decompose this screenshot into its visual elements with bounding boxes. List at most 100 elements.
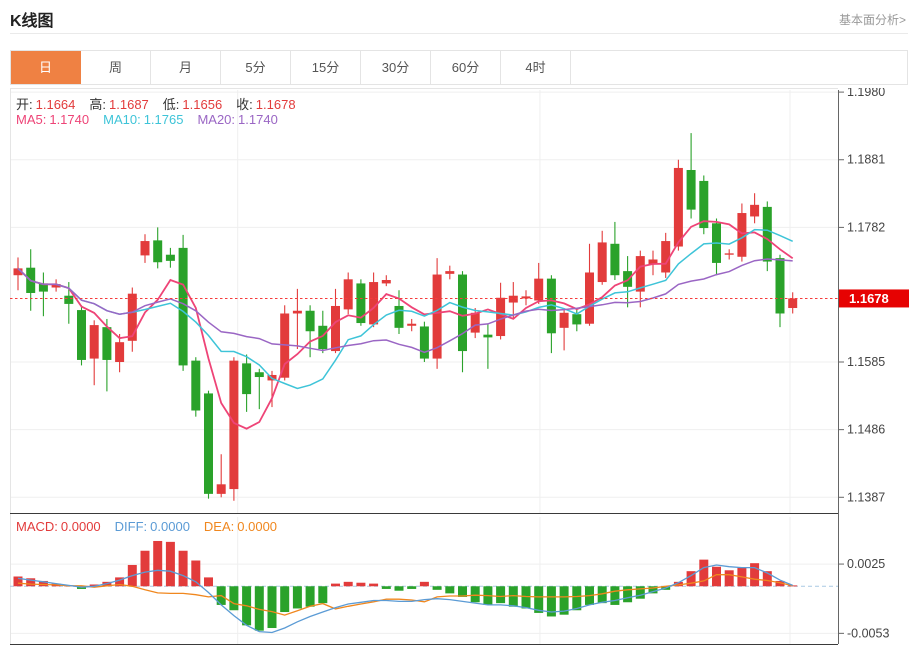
candle [140,234,150,263]
tab-5min[interactable]: 5分 [221,51,291,84]
candle [648,250,658,276]
macd-bar [546,586,556,617]
macd-bar [407,586,417,589]
gridlines [10,90,838,644]
candle [77,305,86,366]
macd-tick-label: -0.0053 [847,626,889,640]
candle [242,354,252,412]
page-header: K线图 基本面分析> [10,0,908,34]
macd-bar [635,586,645,599]
macd-bar [280,586,290,613]
candle [762,201,772,272]
candle [127,287,137,352]
tab-day[interactable]: 日 [11,51,81,84]
macd-bar [432,586,442,590]
candle [318,310,328,354]
candle [381,275,391,287]
price-tick-label: 1.1881 [847,153,885,167]
tab-4hour[interactable]: 4时 [501,51,571,84]
price-axis: 1.1980 1.1881 1.1782 1.1585 1.1486 1.1387 0.00… [838,88,889,644]
tab-week[interactable]: 周 [81,51,151,84]
macd-bar [153,540,163,587]
ma10-line [17,228,794,390]
candle [661,232,671,278]
macd-histogram [13,540,798,631]
candle [13,257,23,291]
tab-month[interactable]: 月 [151,51,221,84]
candle [559,309,569,351]
macd-bar [750,563,760,587]
tab-15min[interactable]: 15分 [291,51,361,84]
macd-bar [38,580,48,587]
candle [153,227,163,269]
macd-bar [788,585,798,587]
panel-borders [10,88,838,645]
candle [280,305,290,381]
macd-bar [673,581,683,587]
macd-bar [26,578,36,587]
macd-bar [508,586,518,607]
candle [38,272,48,317]
macd-bar [699,559,709,587]
macd-bar [369,583,379,587]
candle [597,230,607,285]
price-tick-label: 1.1486 [847,423,885,437]
macd-bar [470,586,480,603]
macd-bar [13,576,23,587]
candle [229,357,239,501]
tab-60min[interactable]: 60分 [431,51,501,84]
macd-bar [623,586,633,603]
candle [369,272,379,328]
candle [419,321,429,362]
macd-bar [204,577,213,587]
candle [750,193,760,224]
macd-bar [140,550,150,587]
macd-bar [305,586,315,607]
candle [394,290,404,334]
fundamental-analysis-link[interactable]: 基本面分析> [838,13,906,27]
kline-chart-svg[interactable]: 1.1980 1.1881 1.1782 1.1585 1.1486 1.1387 0.00… [10,88,910,645]
current-price-badge: 1.1678 [839,289,909,308]
macd-bar [343,581,353,587]
candle [699,175,709,235]
candle [483,324,493,369]
candle [178,234,188,371]
macd-bar [762,571,772,587]
price-tick-label: 1.1387 [847,490,885,504]
ma5-line [17,220,794,430]
macd-bar [331,583,340,587]
candle [445,265,455,280]
candle [572,309,582,332]
current-price-label: 1.1678 [849,291,889,306]
macd-bar [724,570,734,587]
candle [775,254,785,328]
macd-bar [419,581,429,587]
candle [165,247,175,268]
macd-bar [610,586,620,605]
tab-30min[interactable]: 30分 [361,51,431,84]
candle [216,454,226,498]
candle [585,243,594,326]
candle [89,320,99,386]
macd-bar [178,550,188,587]
candle [254,368,264,410]
candle [635,250,645,308]
macd-bar [686,571,696,587]
candle [191,357,201,417]
macd-bar [712,566,721,587]
macd-bar [648,586,658,594]
price-tick-label: 1.1585 [847,355,885,369]
macd-bar [318,586,328,604]
candle [712,218,721,276]
candle [407,318,417,332]
macd-bar [165,541,175,587]
candle [673,159,683,251]
macd-bar [89,584,99,587]
macd-bar [229,586,239,611]
macd-bar [191,560,201,587]
candle [343,272,353,315]
candle [788,292,798,314]
candle [610,221,620,281]
macd-bar [534,586,544,613]
macd-bar [496,586,506,604]
